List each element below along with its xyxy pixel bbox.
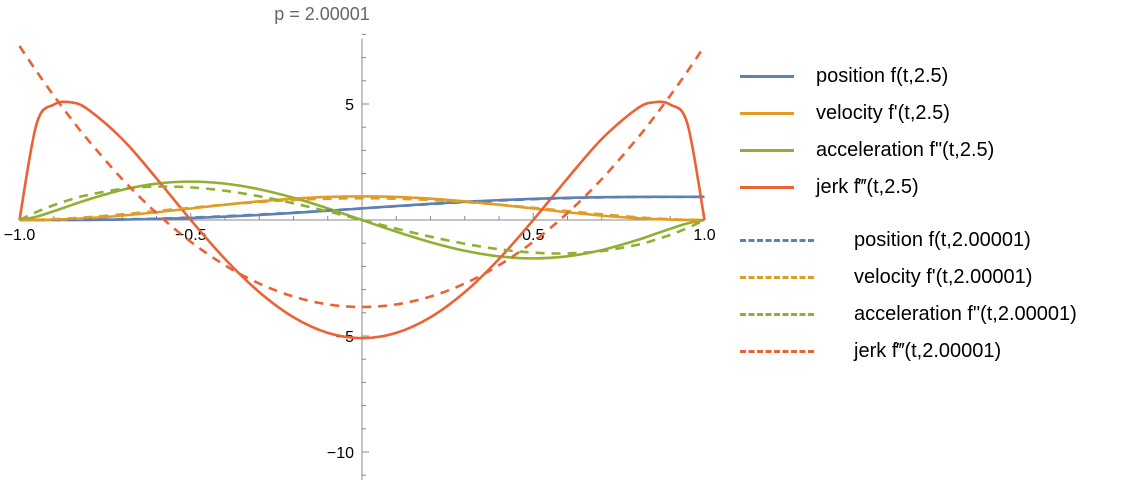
y-tick-label: −10 bbox=[327, 445, 354, 462]
x-tick-label: 1.0 bbox=[693, 227, 715, 244]
legend: position f(t,2.5) velocity f'(t,2.5) accel… bbox=[740, 58, 1077, 370]
series-group bbox=[18, 45, 706, 340]
legend-item: position f(t,2.5) bbox=[740, 58, 1077, 95]
legend-item: jerk f‴(t,2.00001) bbox=[740, 333, 1077, 370]
y-tick-label: 5 bbox=[345, 97, 354, 114]
series-line-position-dashed bbox=[19, 195, 705, 222]
x-tick-label: −1.0 bbox=[4, 227, 36, 244]
axes: −1.0 −0.5 0.5 1.05−5−10 bbox=[4, 33, 716, 480]
legend-swatch bbox=[740, 313, 814, 316]
legend-item: jerk f‴(t,2.5) bbox=[740, 169, 1077, 206]
legend-item: velocity f'(t,2.5) bbox=[740, 95, 1077, 132]
series-line-velocity-dashed bbox=[19, 196, 705, 222]
legend-item: acceleration f"(t,2.00001) bbox=[740, 296, 1077, 333]
series-line-jerk-solid bbox=[18, 100, 706, 340]
legend-swatch bbox=[740, 350, 814, 353]
legend-swatch bbox=[740, 112, 794, 115]
series-line-jerk-dashed bbox=[18, 45, 706, 309]
x-tick-label: 0.5 bbox=[522, 227, 544, 244]
legend-swatch bbox=[740, 239, 814, 242]
legend-label: velocity f'(t,2.5) bbox=[816, 102, 950, 124]
legend-item: acceleration f"(t,2.5) bbox=[740, 132, 1077, 169]
legend-swatch bbox=[740, 75, 794, 78]
chart-title: p = 2.00001 bbox=[274, 4, 370, 24]
legend-label: jerk f‴(t,2.5) bbox=[816, 176, 919, 198]
legend-label: position f(t,2.5) bbox=[816, 65, 949, 87]
legend-label: position f(t,2.00001) bbox=[854, 229, 1031, 251]
legend-swatch bbox=[740, 149, 794, 152]
legend-swatch bbox=[740, 276, 814, 279]
legend-label: acceleration f"(t,2.5) bbox=[816, 139, 995, 161]
legend-item: velocity f'(t,2.00001) bbox=[740, 259, 1077, 296]
legend-swatch bbox=[740, 186, 794, 189]
legend-label: acceleration f"(t,2.00001) bbox=[854, 303, 1077, 325]
legend-label: velocity f'(t,2.00001) bbox=[854, 266, 1033, 288]
legend-label: jerk f‴(t,2.00001) bbox=[854, 340, 1002, 362]
series-line-acceleration-dashed bbox=[18, 185, 706, 255]
legend-item: position f(t,2.00001) bbox=[740, 222, 1077, 259]
series-line-acceleration-solid bbox=[19, 180, 705, 260]
